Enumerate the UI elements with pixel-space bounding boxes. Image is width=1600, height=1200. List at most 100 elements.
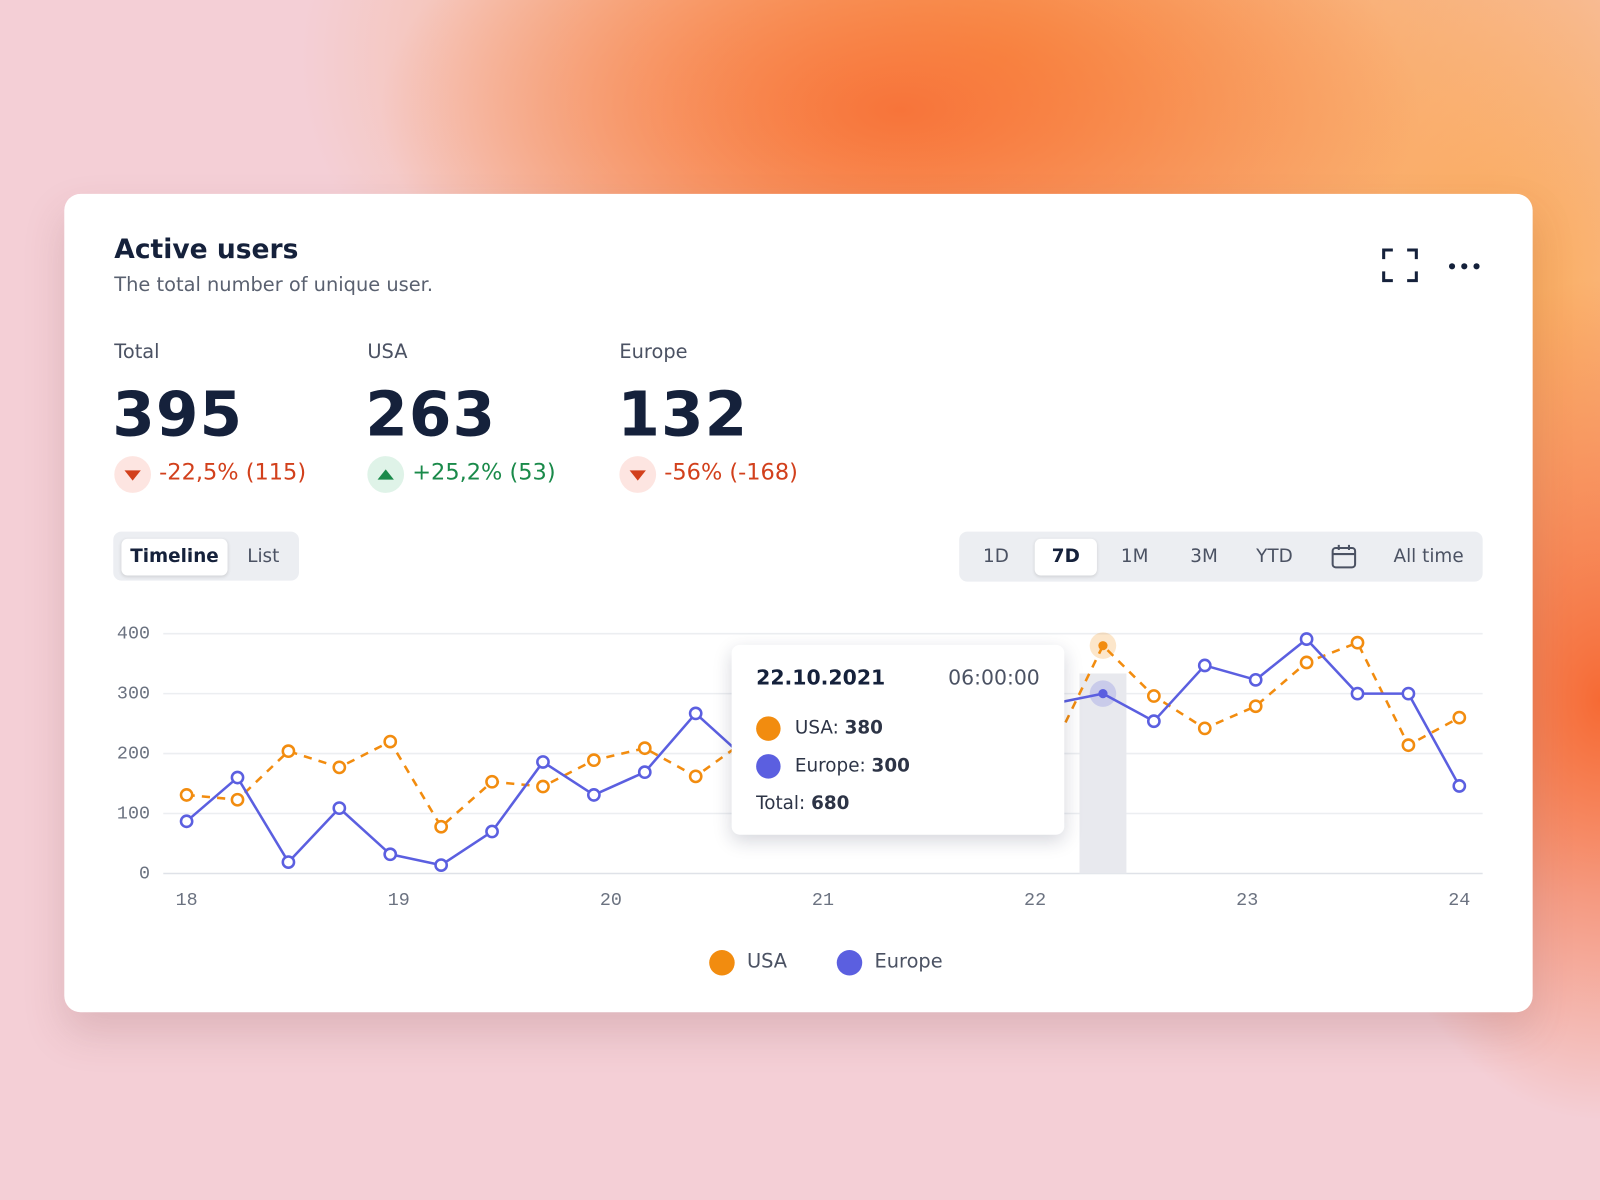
stat-change: -22,5% (115) [159,460,307,486]
trend-arrow [629,470,646,481]
marker [1299,632,1314,646]
range-button[interactable]: All time [1393,545,1464,568]
marker [485,774,499,789]
marker [1350,635,1365,650]
marker [1401,738,1416,753]
marker [332,760,347,775]
stat-value: 263 [365,379,497,452]
x-tick-label: 19 [388,890,410,911]
marker [434,819,449,834]
tooltip-date: 22.10.2021 [756,665,886,690]
range-button[interactable]: 3M [1190,545,1218,568]
marker [586,788,601,802]
stat-value: 395 [112,379,244,452]
x-tick-label: 18 [176,890,198,911]
tooltip-total-label: Total: [756,792,806,815]
marker [1098,641,1108,651]
tooltip-total-value: 680 [811,792,850,815]
marker [332,801,347,816]
tooltip-item-value: 380 [844,717,883,739]
trend-arrow [377,469,394,480]
stat-label: Total [114,340,160,364]
hover-band [1079,673,1127,874]
marker [179,814,194,829]
marker [536,779,550,794]
marker [1248,699,1263,714]
y-tick-label: 0 [139,863,150,884]
legend-label: Europe [874,949,943,973]
y-tick-label: 200 [117,743,150,764]
marker [1197,658,1212,673]
marker [383,847,398,862]
marker [688,706,703,721]
range-button[interactable]: 7D [1034,538,1097,576]
marker [688,769,703,784]
stat-label: Europe [619,340,688,364]
marker [281,855,296,869]
card-title: Active users [114,234,299,266]
marker [383,734,398,749]
expand-icon[interactable] [1382,248,1419,283]
y-tick-label: 100 [117,803,150,824]
marker [1401,686,1416,701]
tooltip-item-value: 300 [871,755,910,777]
stat-change: +25,2% (53) [412,460,556,486]
trend-badge [367,456,405,493]
marker [1299,655,1314,670]
tooltip-time: 06:00:00 [948,665,1040,690]
stat-change: -56% (-168) [664,460,798,486]
stat-label: USA [367,340,408,364]
card-subtitle: The total number of unique user. [114,273,434,296]
marker [637,741,652,756]
marker [485,824,499,839]
marker [1350,686,1365,701]
tooltip-item-label: Europe: [794,755,866,777]
tab-button[interactable]: Timeline [121,538,228,576]
trend-badge [114,456,152,493]
y-tick-label: 300 [117,683,150,704]
tooltip-item: USA: 380 [795,717,883,738]
tooltip-item: Europe: 300 [795,755,910,776]
marker [230,792,245,807]
x-tick-label: 21 [812,890,834,911]
tooltip-item-label: USA: [794,717,839,739]
stat-value: 132 [617,379,749,452]
marker [536,755,550,769]
x-tick-label: 24 [1448,890,1470,911]
legend-swatch [709,949,735,976]
marker [637,765,652,780]
marker [1098,689,1108,699]
range-button[interactable]: 1M [1120,545,1149,568]
tooltip-swatch [756,716,781,741]
marker [586,753,601,768]
marker [1197,721,1212,736]
marker [1146,714,1161,729]
marker [1452,710,1467,725]
tooltip-swatch [756,754,781,779]
x-tick-label: 22 [1024,890,1046,911]
legend-label: USA [746,949,788,973]
marker [1146,689,1161,703]
trend-arrow [124,470,141,481]
x-tick-label: 20 [600,890,622,911]
marker [1248,672,1263,687]
series-line [186,641,1460,828]
card [64,193,1533,1013]
range-button[interactable]: 1D [983,545,1009,568]
marker [434,858,449,872]
marker [281,744,296,759]
legend-swatch [836,949,863,976]
marker [1452,779,1467,793]
calendar-icon[interactable] [1331,544,1360,571]
trend-badge [619,456,657,493]
x-tick-label: 23 [1236,890,1258,911]
range-button[interactable]: YTD [1256,545,1293,568]
tooltip-total: Total: 680 [756,793,849,814]
marker [230,770,245,785]
tab-button[interactable]: List [247,545,280,568]
tooltip: 22.10.2021 06:00:00 USA: 380 Europe: 300… [731,644,1065,835]
more-icon[interactable] [1447,259,1482,273]
y-tick-label: 400 [117,624,150,645]
